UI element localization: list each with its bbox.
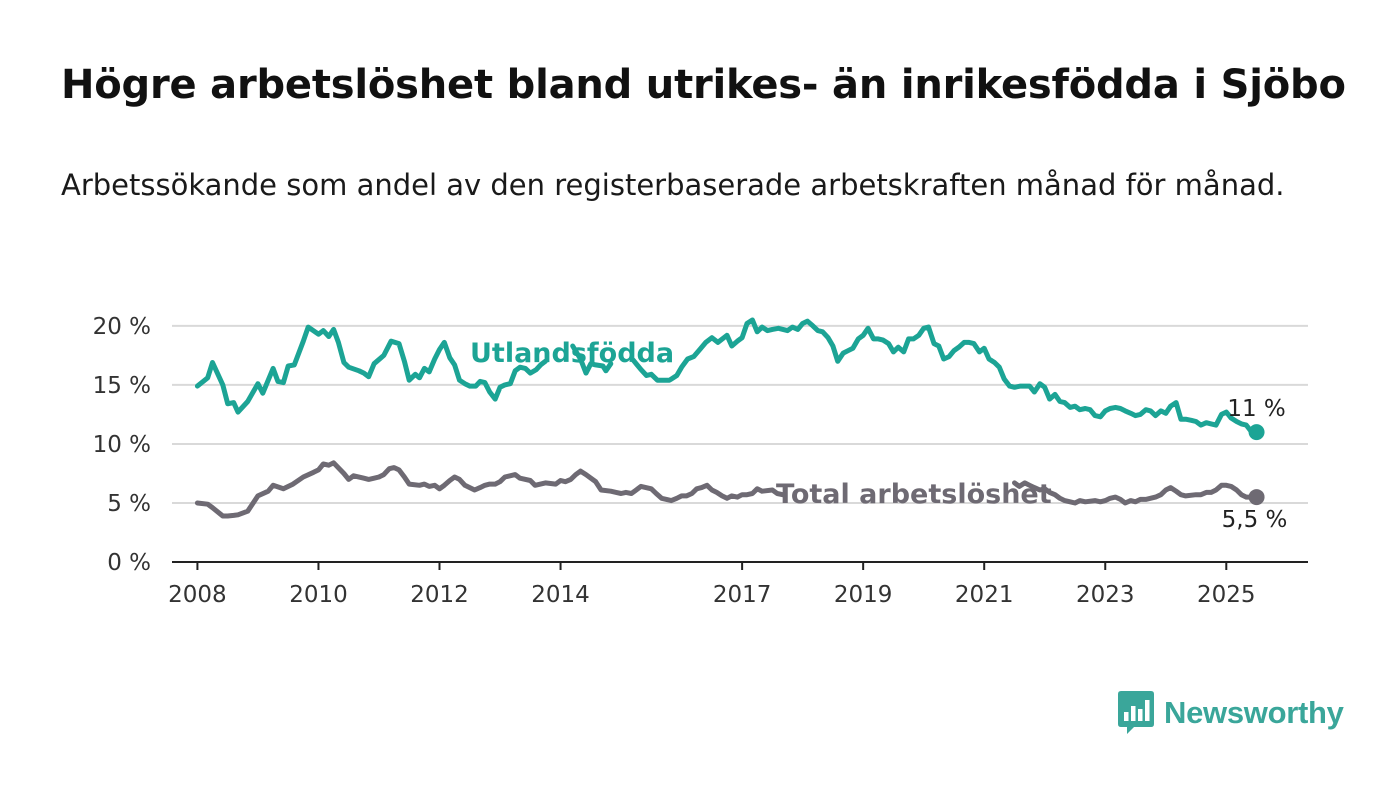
y-tick-label: 5 % [107, 491, 151, 517]
series-name-label: Total arbetslöshet [776, 479, 1052, 510]
bar-chart-speech-bubble-icon [1118, 691, 1154, 734]
x-axis-ticks: 2008 2010 2012 2014 2017 2019 2021 2023 2025 [168, 562, 1256, 608]
series-end-label: 5,5 % [1222, 507, 1288, 533]
chart-title: Högre arbetslöshet bland utrikes- än inr… [61, 62, 1346, 108]
newsworthy-logo: Newsworthy [1118, 690, 1344, 736]
series-lines [194, 317, 1265, 519]
chart-subtitle: Arbetssökande som andel av den registerb… [61, 168, 1285, 202]
x-tick-label: 2012 [410, 582, 469, 608]
x-tick-label: 2014 [531, 582, 590, 608]
x-tick-label: 2017 [713, 582, 772, 608]
series-end-label: 11 % [1227, 396, 1285, 422]
series-line-1 [1012, 480, 1260, 506]
brand-name: Newsworthy [1164, 695, 1344, 730]
x-tick-label: 2023 [1076, 582, 1135, 608]
series-end-dot [1248, 424, 1265, 441]
series-name-label: Utlandsfödda [470, 338, 674, 369]
y-tick-label: 10 % [93, 432, 151, 458]
grid-lines [172, 324, 1308, 563]
y-tick-label: 15 % [93, 373, 151, 399]
x-tick-label: 2025 [1197, 582, 1256, 608]
y-tick-label: 0 % [107, 550, 151, 576]
x-tick-label: 2008 [168, 582, 227, 608]
series-line-0 [570, 343, 614, 376]
y-tick-label: 20 % [93, 314, 151, 340]
series-line-1 [194, 460, 786, 519]
x-tick-label: 2021 [955, 582, 1014, 608]
series-line-0 [194, 324, 548, 415]
series-labels: Utlandsfödda Total arbetslöshet 11 % 5,5 % [470, 338, 1287, 533]
y-axis-ticks: 0 % 5 % 10 % 15 % 20 % [93, 314, 151, 576]
series-end-dot [1248, 489, 1265, 506]
x-tick-label: 2010 [289, 582, 348, 608]
x-tick-label: 2019 [834, 582, 893, 608]
series-line-0 [630, 317, 1260, 435]
